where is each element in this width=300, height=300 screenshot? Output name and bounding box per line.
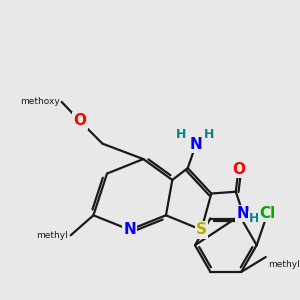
Text: N: N (237, 206, 249, 221)
Text: O: O (73, 113, 86, 128)
Text: methyl: methyl (36, 231, 68, 240)
Text: H: H (249, 212, 259, 224)
Text: H: H (176, 128, 187, 141)
Text: methoxy: methoxy (20, 98, 60, 106)
Text: Cl: Cl (260, 206, 276, 221)
Text: N: N (190, 137, 202, 152)
Text: methyl: methyl (268, 260, 300, 269)
Text: S: S (196, 222, 207, 237)
Text: H: H (204, 128, 215, 141)
Text: O: O (232, 161, 245, 176)
Text: N: N (123, 222, 136, 237)
